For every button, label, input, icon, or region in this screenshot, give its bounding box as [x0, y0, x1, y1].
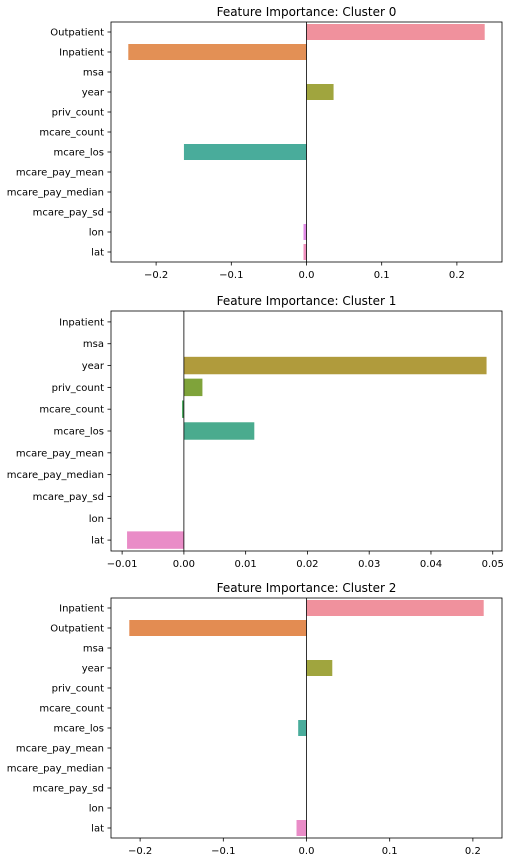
y-tick-label: mcare_los: [53, 427, 104, 438]
y-tick-label: Outpatient: [50, 28, 104, 39]
y-tick-label: lon: [89, 514, 104, 525]
x-tick-label: 0.03: [358, 559, 380, 570]
y-tick-label: mcare_pay_median: [7, 470, 104, 481]
y-tick-label: msa: [83, 644, 104, 655]
x-tick-label: −0.1: [219, 270, 243, 281]
x-tick-label: 0.2: [449, 270, 465, 281]
bar: [183, 378, 203, 397]
y-tick-label: mcare_pay_sd: [33, 208, 104, 219]
bar: [128, 44, 307, 60]
x-tick-label: −0.01: [107, 559, 138, 570]
y-tick-label: priv_count: [52, 108, 104, 119]
y-tick-label: mcare_los: [53, 724, 104, 735]
bar: [129, 620, 307, 636]
x-tick-label: −0.1: [211, 846, 235, 857]
y-tick-label: Outpatient: [50, 624, 104, 635]
y-tick-label: mcare_count: [39, 128, 104, 139]
x-tick-label: −0.2: [144, 270, 168, 281]
y-tick-label: mcare_count: [39, 704, 104, 715]
chart-panel-1: Feature Importance: Cluster 1 Inpatient ms…: [7, 294, 504, 570]
chart-panel-2: Feature Importance: Cluster 2 Inpatient Ou…: [7, 581, 503, 857]
bar: [298, 720, 307, 736]
chart-panel-0: Feature Importance: Cluster 0 Outpatient I…: [7, 5, 503, 281]
y-tick-label: priv_count: [52, 684, 104, 695]
x-tick-label: 0.05: [482, 559, 504, 570]
bar: [183, 356, 487, 375]
y-tick-label: msa: [83, 68, 104, 79]
y-tick-label: lat: [91, 248, 104, 259]
y-tick-label: year: [82, 361, 105, 372]
y-tick-label: lon: [89, 228, 104, 239]
y-tick-label: mcare_pay_sd: [33, 784, 104, 795]
chart-title: Feature Importance: Cluster 1: [217, 294, 397, 308]
bar: [306, 660, 333, 676]
x-tick-label: 0.1: [382, 846, 398, 857]
y-tick-label: mcare_pay_mean: [16, 744, 104, 755]
y-tick-label: year: [82, 664, 105, 675]
x-tick-label: 0.0: [299, 846, 315, 857]
bar: [183, 144, 307, 160]
x-tick-label: 0.04: [420, 559, 442, 570]
y-tick-label: year: [82, 88, 105, 99]
chart-title: Feature Importance: Cluster 2: [217, 581, 397, 595]
bar: [182, 400, 184, 418]
y-tick-label: msa: [83, 339, 104, 350]
y-tick-label: Inpatient: [59, 317, 104, 328]
x-tick-label: 0.01: [235, 559, 257, 570]
y-tick-label: mcare_count: [39, 405, 104, 416]
x-tick-label: 0.02: [296, 559, 318, 570]
y-tick-label: mcare_pay_mean: [16, 168, 104, 179]
bar: [303, 244, 307, 260]
y-tick-label: Inpatient: [59, 604, 104, 615]
y-tick-label: lat: [91, 536, 104, 547]
bar: [127, 531, 184, 549]
y-tick-label: lon: [89, 804, 104, 815]
bar: [296, 820, 307, 836]
bar: [183, 422, 255, 440]
bar: [306, 84, 334, 100]
y-tick-label: mcare_los: [53, 148, 104, 159]
y-tick-label: lat: [91, 824, 104, 835]
y-tick-label: mcare_pay_mean: [16, 448, 104, 459]
x-tick-label: −0.2: [128, 846, 152, 857]
y-tick-label: mcare_pay_median: [7, 188, 104, 199]
x-tick-label: 0.00: [173, 559, 195, 570]
bar: [303, 224, 307, 240]
x-tick-label: 0.1: [374, 270, 390, 281]
bar: [306, 600, 484, 616]
x-tick-label: 0.2: [465, 846, 481, 857]
y-tick-label: priv_count: [52, 383, 104, 394]
axes-frame: [110, 310, 503, 552]
chart-title: Feature Importance: Cluster 0: [217, 5, 397, 19]
bar: [306, 24, 485, 40]
x-tick-label: 0.0: [299, 270, 315, 281]
y-tick-label: mcare_pay_sd: [33, 492, 104, 503]
y-tick-label: mcare_pay_median: [7, 764, 104, 775]
y-tick-label: Inpatient: [59, 48, 104, 59]
